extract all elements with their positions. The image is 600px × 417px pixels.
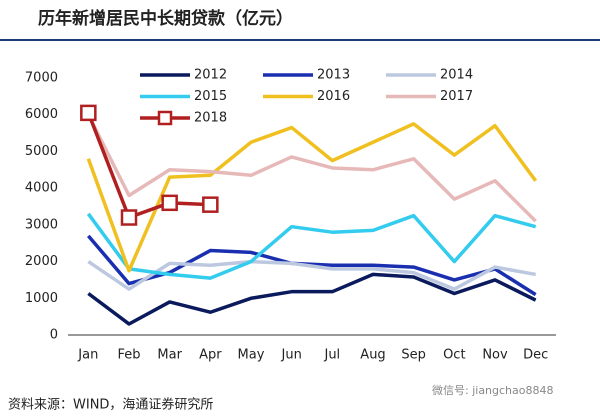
y-tick-label: 2000 — [25, 254, 58, 269]
legend-label: 2017 — [440, 89, 473, 104]
y-tick-label: 6000 — [25, 107, 58, 122]
x-tick-label: Oct — [443, 348, 465, 363]
point-marker — [161, 194, 178, 212]
y-tick-label: 1000 — [25, 291, 58, 306]
x-tick-label: Dec — [523, 348, 548, 363]
x-tick-label: May — [238, 348, 265, 363]
x-tick-label: Jul — [323, 348, 340, 363]
x-tick-label: Feb — [117, 348, 140, 363]
y-tick-label: 7000 — [25, 71, 58, 86]
y-tick-label: 5000 — [25, 144, 58, 159]
y-tick-label: 3000 — [25, 217, 58, 232]
series-line — [86, 113, 537, 223]
x-tick-label: Sep — [401, 348, 426, 363]
series-line — [87, 259, 536, 291]
legend-label: 2014 — [440, 68, 473, 83]
legend-label: 2013 — [317, 68, 350, 83]
series-line — [87, 272, 537, 326]
point-marker — [120, 209, 138, 226]
watermark: 微信号: jiangchao8848 — [432, 383, 554, 397]
legend-label: 2018 — [194, 111, 227, 126]
series-line — [86, 212, 537, 280]
x-tick-label: Apr — [199, 348, 222, 363]
x-tick-label: Aug — [360, 348, 385, 363]
point-marker — [202, 196, 219, 213]
y-tick-label: 4000 — [25, 181, 58, 196]
source-note: 资料来源：WIND，海通证券研究所 — [8, 397, 213, 413]
legend-label: 2012 — [194, 68, 227, 83]
x-tick-label: Mar — [157, 348, 182, 363]
y-tick-label: 0 — [50, 328, 58, 343]
legend-marker — [157, 110, 173, 126]
series-line — [86, 112, 211, 220]
legend-label: 2015 — [194, 89, 227, 104]
chart-title: 历年新增居民中长期贷款（亿元） — [38, 8, 293, 28]
x-tick-label: Jun — [281, 348, 302, 363]
series-line — [86, 122, 538, 273]
x-tick-label: Nov — [482, 348, 508, 363]
legend-label: 2016 — [317, 89, 350, 104]
x-tick-label: Jan — [77, 348, 98, 363]
point-marker — [80, 104, 97, 122]
